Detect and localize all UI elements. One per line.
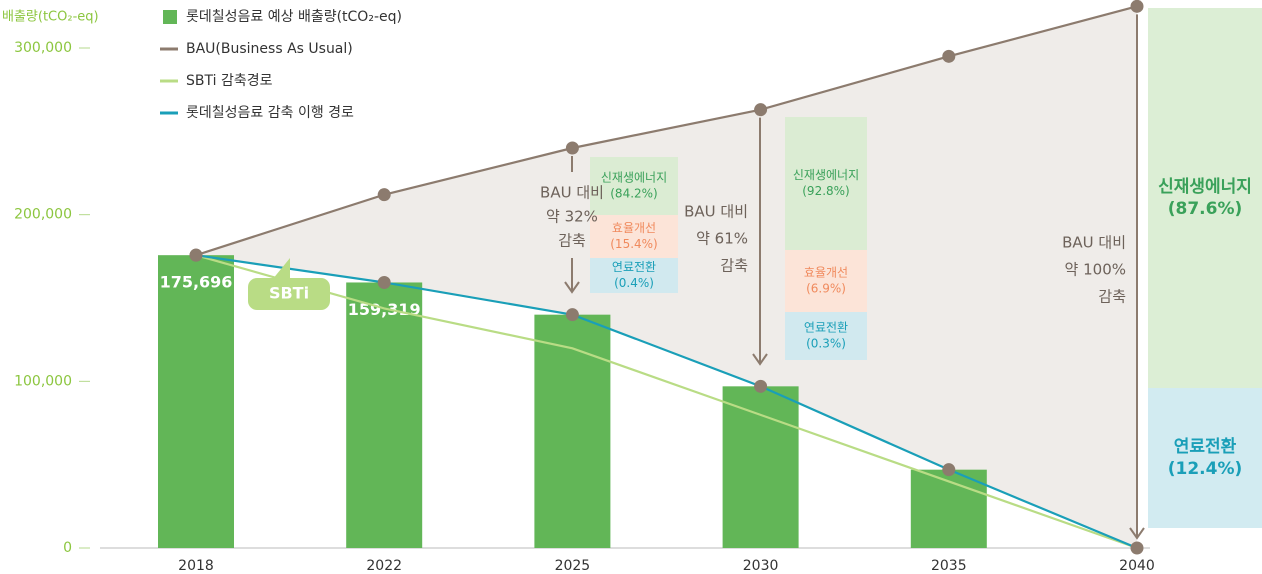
legend-label: BAU(Business As Usual) [186,41,353,57]
callout-box [248,278,330,310]
point [754,379,768,393]
point [754,103,768,117]
note-text: 감축 [1098,288,1126,306]
breakdown-label: 효율개선 [612,221,656,235]
breakdown-value: (0.3%) [806,337,846,351]
note-text: BAU 대비 [1062,234,1126,252]
point [1130,541,1144,555]
note-text: 약 61% [696,230,748,248]
bar [346,282,423,548]
legend-label: 롯데칠성음료 예상 배출량(tCO₂-eq) [186,9,402,25]
line [195,5,1138,257]
bar [722,386,799,548]
note-text: 감축 [720,257,748,275]
breakdown-value: (92.8%) [802,184,849,198]
y-axis-label: 배출량(tCO₂-eq) [2,10,99,25]
breakdown-label: 연료전환 [1174,437,1237,457]
breakdown-box [1148,8,1262,388]
y-tick-label: 300,000 [14,40,72,56]
point [565,308,579,322]
x-tick-label: 2018 [178,558,214,574]
bar-value-label: 175,696 [160,273,233,292]
note-text: BAU 대비 [540,184,604,202]
point [565,141,579,155]
bar [910,469,987,548]
x-tick-label: 2030 [743,558,779,574]
point [377,188,391,202]
breakdown-label: 연료전환 [804,321,848,335]
line [195,254,1138,550]
breakdown-value: (12.4%) [1168,459,1243,479]
y-tick-label: 0 [63,540,72,556]
point [189,248,203,262]
breakdown-value: (0.4%) [614,276,654,290]
y-tick-label: 100,000 [14,373,72,389]
arrow-head [752,353,768,366]
arrow-head [1129,527,1145,540]
breakdown-box [590,157,678,215]
breakdown-label: 신재생에너지 [1158,177,1252,197]
arrow-head [564,281,580,294]
legend-swatch [163,10,177,24]
note-text: BAU 대비 [684,203,748,221]
breakdown-box [785,250,867,312]
point [1130,0,1144,13]
x-tick-label: 2035 [931,558,967,574]
x-tick-label: 2025 [555,558,591,574]
x-tick-label: 2040 [1119,558,1155,574]
bar [534,314,611,548]
breakdown-value: (84.2%) [610,187,657,201]
breakdown-label: 신재생에너지 [793,168,859,182]
point [942,463,956,477]
breakdown-box [1148,388,1262,528]
legend-label: SBTi 감축경로 [186,73,273,89]
note-text: 약 100% [1065,261,1126,279]
breakdown-label: 신재생에너지 [601,171,667,185]
breakdown-value: (15.4%) [610,237,657,251]
callout-pointer [272,258,290,282]
breakdown-box [590,215,678,258]
point [377,275,391,289]
x-tick-label: 2022 [366,558,402,574]
point [942,49,956,63]
breakdown-box [785,312,867,360]
breakdown-value: (6.9%) [806,282,846,296]
bar [158,255,234,548]
line [195,254,1138,550]
breakdown-label: 연료전환 [612,260,656,274]
breakdown-label: 효율개선 [804,266,848,280]
legend-label: 롯데칠성음료 감축 이행 경로 [186,105,354,121]
breakdown-box [785,117,867,250]
note-text: 약 32% [546,208,598,226]
note-text: 감축 [558,232,586,250]
breakdown-box [590,258,678,293]
y-tick-label: 200,000 [14,207,72,223]
callout-text: SBTi [269,284,309,303]
breakdown-value: (87.6%) [1168,199,1243,219]
